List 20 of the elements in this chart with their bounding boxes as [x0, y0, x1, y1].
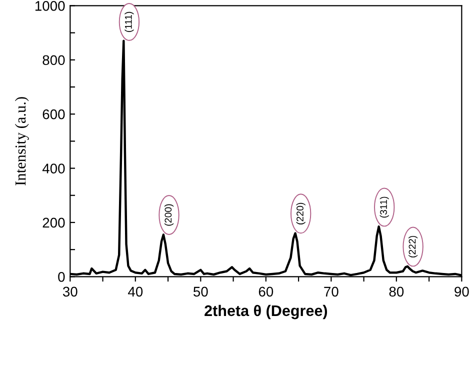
annotation: (311): [380, 196, 389, 218]
x-tick-label: 40: [128, 286, 143, 297]
y-tick-label: 400: [42, 164, 65, 174]
y-tick-label: 600: [42, 109, 65, 120]
y-tick-label: 200: [42, 218, 65, 228]
y-tick-label: 800: [42, 55, 65, 66]
annotation: (220): [296, 202, 306, 224]
x-axis-title: 2theta θ (Degree): [204, 304, 328, 320]
x-tick-label: 80: [389, 286, 404, 297]
x-tick-label: 90: [454, 286, 469, 297]
annotation: (222): [408, 236, 418, 258]
y-tick-label: 1000: [35, 1, 65, 11]
annotation: (200): [164, 204, 174, 226]
annotation: (111): [124, 12, 134, 32]
x-tick-label: 30: [62, 286, 78, 297]
x-tick-label: 70: [324, 286, 338, 297]
y-axis-title: Intensity (a.u.): [14, 97, 29, 186]
y-tick-label: 0: [58, 272, 65, 282]
x-tick-label: 60: [258, 286, 274, 297]
x-tick-label: 50: [193, 286, 208, 297]
